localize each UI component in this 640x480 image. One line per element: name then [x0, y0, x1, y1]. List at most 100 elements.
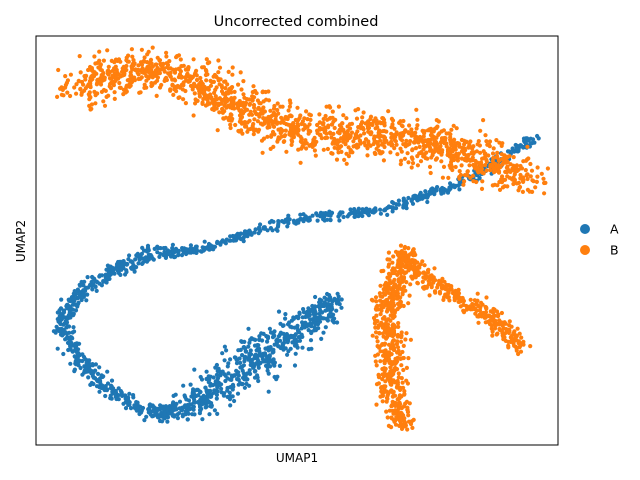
point-a: [71, 325, 76, 330]
point-b: [313, 153, 318, 158]
point-b: [383, 372, 388, 377]
point-a: [232, 373, 237, 378]
point-a: [181, 247, 186, 252]
point-b: [227, 86, 232, 91]
point-b: [232, 89, 237, 94]
point-b: [517, 185, 522, 190]
point-b: [396, 396, 401, 402]
point-b: [486, 153, 491, 158]
point-b: [442, 295, 447, 300]
point-a: [285, 224, 290, 229]
point-a: [168, 254, 174, 259]
point-b: [301, 127, 306, 132]
point-a: [335, 297, 340, 302]
point-a: [230, 394, 235, 399]
point-b: [123, 90, 128, 95]
point-b: [539, 171, 544, 176]
point-b: [154, 93, 159, 98]
point-a: [150, 414, 155, 419]
point-b: [458, 296, 463, 301]
point-b: [452, 137, 457, 142]
point-a: [73, 347, 78, 352]
point-b: [541, 176, 546, 181]
point-b: [353, 108, 358, 113]
point-b: [361, 110, 366, 115]
point-b: [345, 124, 350, 129]
point-b: [478, 128, 483, 133]
point-a: [128, 406, 134, 411]
point-a: [253, 337, 258, 342]
point-a: [280, 344, 285, 349]
point-a: [227, 397, 233, 402]
point-b: [389, 403, 395, 408]
point-a: [132, 269, 137, 274]
point-a: [313, 294, 318, 300]
point-b: [459, 163, 464, 168]
point-b: [382, 367, 387, 372]
point-b: [164, 50, 169, 55]
point-b: [399, 330, 404, 335]
point-b: [429, 133, 434, 138]
point-b: [446, 175, 451, 180]
point-b: [535, 165, 540, 170]
point-a: [441, 190, 446, 195]
point-a: [105, 274, 110, 279]
point-b: [512, 329, 517, 334]
point-b: [527, 189, 532, 194]
point-b: [332, 136, 337, 142]
point-a: [110, 269, 116, 274]
point-b: [451, 153, 456, 158]
point-b: [84, 73, 89, 78]
point-b: [391, 254, 396, 259]
point-b: [475, 165, 480, 170]
point-a: [85, 275, 90, 280]
point-b: [395, 296, 400, 301]
point-b: [136, 72, 141, 77]
point-b: [260, 90, 265, 95]
point-b: [416, 140, 421, 145]
point-b: [158, 67, 163, 72]
point-b: [382, 342, 387, 347]
series-b-points: [55, 45, 551, 432]
point-b: [385, 275, 390, 280]
point-b: [132, 78, 137, 83]
point-b: [149, 68, 154, 73]
point-b: [382, 299, 387, 304]
point-b: [406, 419, 412, 424]
point-a: [337, 212, 342, 217]
point-b: [217, 110, 222, 115]
point-a: [272, 333, 277, 338]
point-b: [228, 103, 233, 108]
point-b: [153, 62, 158, 67]
point-a: [95, 371, 101, 376]
point-a: [317, 297, 322, 302]
point-b: [336, 104, 341, 109]
point-b: [439, 136, 445, 141]
point-b: [105, 48, 110, 53]
point-b: [381, 287, 386, 292]
point-b: [223, 79, 228, 84]
point-b: [78, 86, 83, 91]
point-a: [196, 393, 201, 398]
point-a: [239, 339, 244, 344]
point-a: [165, 419, 170, 424]
point-b: [456, 287, 461, 292]
point-a: [231, 384, 236, 389]
point-a: [283, 312, 288, 317]
point-a: [428, 191, 433, 196]
point-b: [513, 335, 518, 340]
point-b: [439, 150, 445, 155]
point-b: [434, 156, 439, 161]
point-b: [86, 67, 91, 73]
point-a: [191, 387, 196, 392]
point-a: [316, 326, 321, 331]
point-a: [142, 418, 147, 423]
point-b: [423, 144, 428, 149]
point-a: [155, 250, 160, 255]
point-b: [374, 122, 379, 127]
point-a: [93, 368, 98, 373]
point-b: [413, 139, 418, 144]
point-b: [508, 339, 513, 344]
point-b: [139, 75, 144, 80]
point-b: [192, 91, 197, 96]
